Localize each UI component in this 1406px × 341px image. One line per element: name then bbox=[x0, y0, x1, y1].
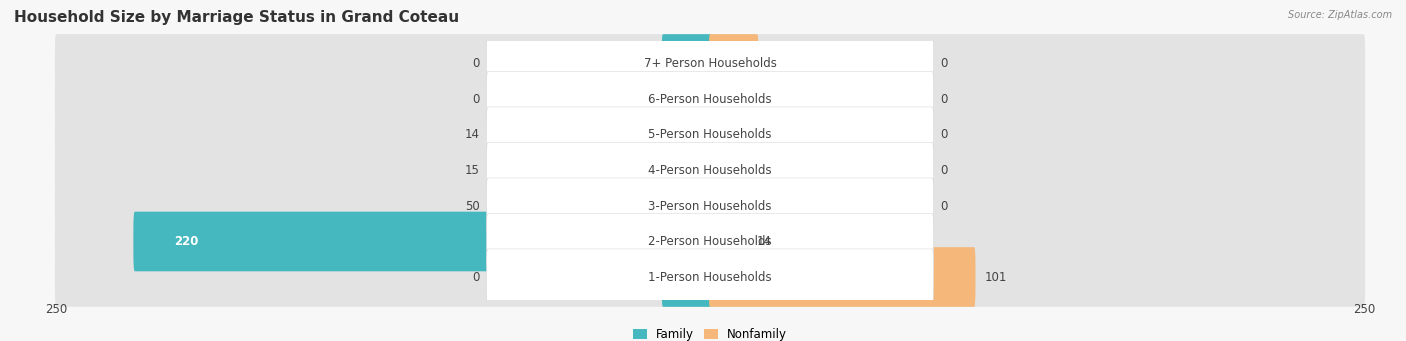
Text: 14: 14 bbox=[756, 235, 772, 248]
Text: 0: 0 bbox=[472, 58, 479, 71]
FancyBboxPatch shape bbox=[55, 105, 1365, 165]
Text: 1-Person Households: 1-Person Households bbox=[648, 270, 772, 283]
Text: 7+ Person Households: 7+ Person Households bbox=[644, 58, 776, 71]
Text: 0: 0 bbox=[472, 93, 479, 106]
FancyBboxPatch shape bbox=[55, 70, 1365, 129]
Text: 101: 101 bbox=[984, 270, 1007, 283]
Text: 220: 220 bbox=[174, 235, 198, 248]
FancyBboxPatch shape bbox=[486, 249, 934, 305]
FancyBboxPatch shape bbox=[709, 34, 758, 94]
FancyBboxPatch shape bbox=[709, 247, 976, 307]
Legend: Family, Nonfamily: Family, Nonfamily bbox=[633, 328, 787, 341]
FancyBboxPatch shape bbox=[55, 176, 1365, 236]
FancyBboxPatch shape bbox=[709, 105, 758, 165]
FancyBboxPatch shape bbox=[669, 141, 711, 200]
FancyBboxPatch shape bbox=[709, 141, 758, 200]
FancyBboxPatch shape bbox=[486, 143, 934, 198]
FancyBboxPatch shape bbox=[578, 176, 711, 236]
Text: 0: 0 bbox=[941, 129, 948, 142]
FancyBboxPatch shape bbox=[662, 247, 711, 307]
FancyBboxPatch shape bbox=[486, 107, 934, 163]
Text: 0: 0 bbox=[941, 58, 948, 71]
Text: 4-Person Households: 4-Person Households bbox=[648, 164, 772, 177]
FancyBboxPatch shape bbox=[486, 36, 934, 92]
FancyBboxPatch shape bbox=[672, 105, 711, 165]
FancyBboxPatch shape bbox=[662, 34, 711, 94]
Text: Household Size by Marriage Status in Grand Coteau: Household Size by Marriage Status in Gra… bbox=[14, 10, 460, 25]
FancyBboxPatch shape bbox=[134, 212, 711, 271]
FancyBboxPatch shape bbox=[709, 212, 748, 271]
FancyBboxPatch shape bbox=[709, 176, 758, 236]
Text: 0: 0 bbox=[472, 270, 479, 283]
Text: 15: 15 bbox=[465, 164, 479, 177]
Text: 3-Person Households: 3-Person Households bbox=[648, 199, 772, 212]
Text: 0: 0 bbox=[941, 93, 948, 106]
Text: 6-Person Households: 6-Person Households bbox=[648, 93, 772, 106]
Text: 50: 50 bbox=[465, 199, 479, 212]
Text: 2-Person Households: 2-Person Households bbox=[648, 235, 772, 248]
Text: 14: 14 bbox=[465, 129, 479, 142]
FancyBboxPatch shape bbox=[709, 70, 758, 129]
FancyBboxPatch shape bbox=[486, 213, 934, 269]
FancyBboxPatch shape bbox=[55, 34, 1365, 94]
Text: 0: 0 bbox=[941, 199, 948, 212]
Text: Source: ZipAtlas.com: Source: ZipAtlas.com bbox=[1288, 10, 1392, 20]
FancyBboxPatch shape bbox=[55, 212, 1365, 271]
FancyBboxPatch shape bbox=[662, 70, 711, 129]
FancyBboxPatch shape bbox=[55, 141, 1365, 200]
Text: 0: 0 bbox=[941, 164, 948, 177]
FancyBboxPatch shape bbox=[55, 247, 1365, 307]
FancyBboxPatch shape bbox=[486, 178, 934, 234]
Text: 5-Person Households: 5-Person Households bbox=[648, 129, 772, 142]
FancyBboxPatch shape bbox=[486, 72, 934, 128]
